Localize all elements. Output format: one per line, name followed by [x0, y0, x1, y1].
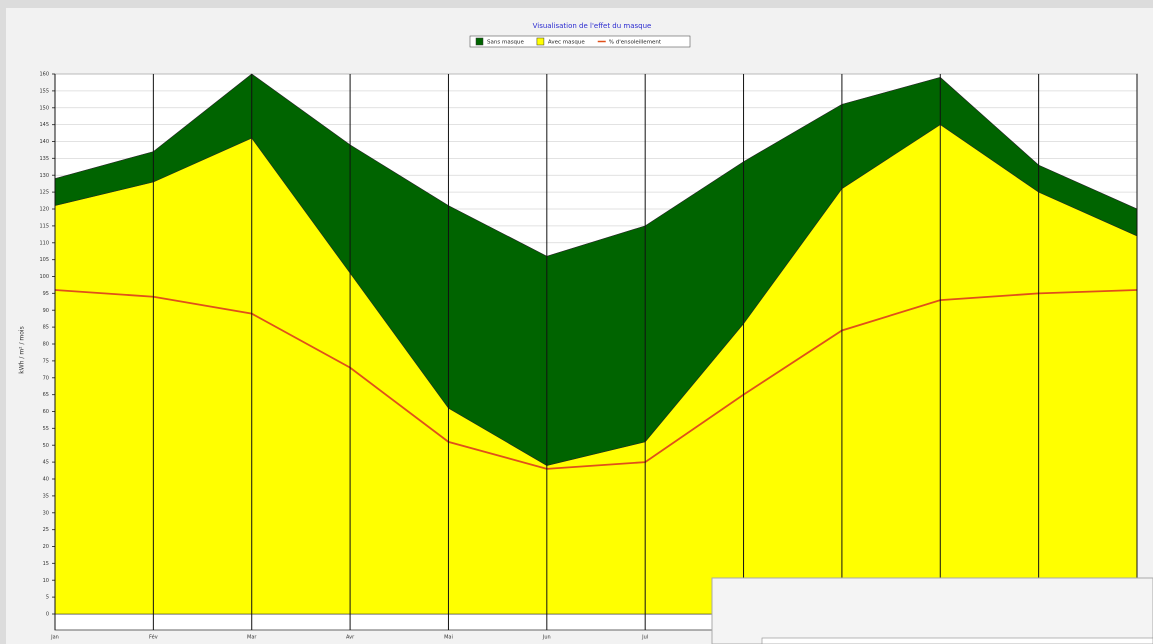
y-axis-label: kWh / m² / mois: [19, 326, 26, 373]
overlapping-window: [711, 577, 1153, 644]
y-tick-label: 95: [43, 291, 49, 297]
chart-title: Visualisation de l'effet du masque: [533, 22, 652, 30]
y-tick-label: 70: [43, 375, 49, 381]
legend-swatch: [536, 37, 545, 46]
y-tick-label: 85: [43, 325, 49, 331]
y-tick-label: 55: [43, 426, 49, 432]
legend-label: Avec masque: [548, 40, 585, 46]
x-tick-label: Mai: [444, 635, 453, 641]
line: [54, 289, 1138, 470]
x-tick-label: Jun: [542, 635, 551, 641]
y-tick-label: 100: [39, 274, 49, 280]
y-tick-label: 110: [39, 240, 49, 246]
legend-swatch: [475, 37, 484, 46]
y-tick-label: 115: [39, 223, 49, 229]
y-tick-label: 60: [43, 409, 49, 415]
y-tick-label: 40: [43, 477, 49, 483]
y-tick-label: 160: [39, 72, 49, 78]
y-tick-label: 45: [43, 460, 49, 466]
y-tick-label: 145: [39, 122, 49, 128]
y-tick-label: 90: [43, 308, 49, 314]
y-tick-label: 30: [43, 510, 49, 516]
y-tick-label: 5: [46, 595, 49, 601]
legend-label: Sans masque: [487, 40, 525, 46]
x-tick-label: Jul: [641, 635, 648, 641]
y-tick-label: 20: [43, 544, 49, 550]
y-tick-label: 140: [39, 139, 49, 145]
overlapping-window-plot: [761, 637, 1153, 644]
y-tick-label: 150: [39, 105, 49, 111]
x-tick-label: Fév: [149, 634, 158, 641]
y-tick-label: 120: [39, 207, 49, 213]
y-tick-label: 80: [43, 342, 49, 348]
y-tick-label: 0: [46, 612, 49, 618]
y-tick-label: 125: [39, 190, 49, 196]
y-tick-label: 105: [39, 257, 49, 263]
legend-label: % d'ensoleillement: [609, 40, 662, 46]
y-tick-label: 65: [43, 392, 49, 398]
y-tick-label: 15: [43, 561, 49, 567]
y-tick-label: 35: [43, 493, 49, 499]
y-tick-label: 50: [43, 443, 49, 449]
y-tick-label: 155: [39, 88, 49, 94]
x-tick-label: Mar: [247, 635, 257, 641]
legend: Sans masque Avec masque % d'ensoleillement: [469, 35, 691, 48]
x-tick-label: Avr: [346, 635, 355, 641]
y-tick-label: 10: [43, 578, 49, 584]
x-tick-label: Jan: [50, 635, 59, 641]
legend-box: [469, 35, 691, 48]
y-tick-label: 135: [39, 156, 49, 162]
y-tick-label: 130: [39, 173, 49, 179]
y-tick-label: 75: [43, 358, 49, 364]
y-tick-label: 25: [43, 527, 49, 533]
